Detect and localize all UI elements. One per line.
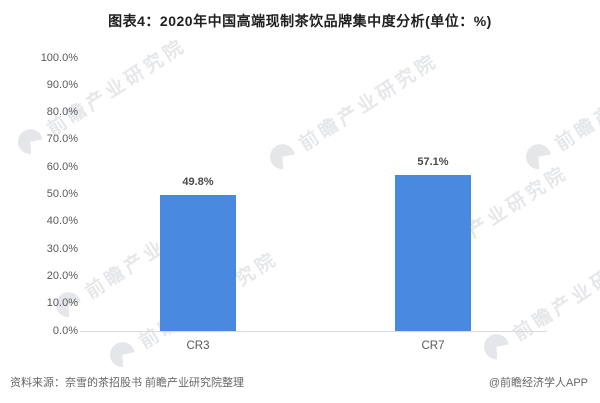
bar-cr7 [395, 175, 471, 331]
bar-value-label: 49.8% [182, 176, 214, 188]
y-axis-tick-label: 90.0% [46, 78, 78, 91]
footer-source: 资料来源：奈雪的茶招股书 前瞻产业研究院整理 [10, 377, 245, 389]
bar-cr3 [160, 195, 236, 331]
y-axis-tick-label: 80.0% [46, 106, 78, 119]
y-axis-tick-label: 10.0% [46, 297, 78, 310]
watermark-text: 前瞻产业研究院 [551, 50, 600, 156]
footer-credit: @前瞻经济学人APP [488, 377, 588, 389]
y-axis-tick-label: 30.0% [46, 242, 78, 255]
x-axis-category-label: CR3 [186, 340, 210, 352]
y-axis-tick-label: 100.0% [40, 51, 78, 64]
y-axis: 100.0% 90.0% 80.0% 70.0% 60.0% 50.0% 40.0% 30.0… [0, 52, 78, 337]
plot-area: 49.8% CR3 57.1% CR7 [80, 58, 547, 352]
y-axis-tick-label: 50.0% [46, 188, 78, 200]
y-axis-tick-label: 0.0% [52, 324, 78, 337]
watermark-logo-icon [105, 337, 140, 372]
y-axis-tick-label: 40.0% [46, 215, 78, 228]
x-axis-category-label: CR7 [421, 340, 445, 352]
page-title: 图表4：2020年中国高端现制茶饮品牌集中度分析(单位：%) [108, 13, 492, 29]
y-axis-tick-label: 70.0% [46, 133, 78, 146]
y-axis-tick-label: 60.0% [46, 160, 78, 173]
bar-value-label: 57.1% [417, 156, 449, 168]
watermark-logo-icon [479, 329, 514, 364]
y-axis-tick-label: 20.0% [46, 269, 78, 282]
